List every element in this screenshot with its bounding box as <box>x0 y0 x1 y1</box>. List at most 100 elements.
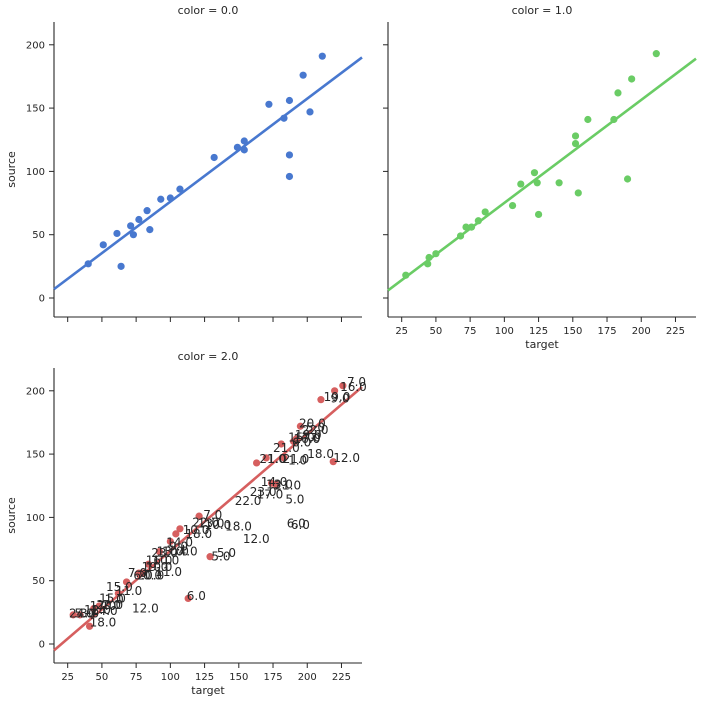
y-tick-label: 200 <box>26 386 45 397</box>
data-point <box>76 611 84 619</box>
data-point <box>285 96 294 105</box>
x-tick-label: 150 <box>229 672 248 683</box>
data-point <box>240 146 248 154</box>
point-annotation: 20.0 <box>96 598 123 612</box>
data-point <box>206 553 214 561</box>
point-annotation: 21.0 <box>283 452 310 466</box>
point-annotation: 16.0 <box>340 380 367 394</box>
point-annotation: 14.0 <box>166 536 193 550</box>
point-annotation: 22.0 <box>235 494 262 508</box>
x-tick-label: 50 <box>96 672 109 683</box>
data-point <box>555 179 563 187</box>
data-point <box>195 512 203 520</box>
y-tick-label: 50 <box>32 576 45 587</box>
y-tick-label: 0 <box>39 294 45 305</box>
regression-line <box>387 57 697 292</box>
x-tick-label: 225 <box>332 672 351 683</box>
point-annotation: 6.0 <box>287 517 306 531</box>
data-point <box>135 215 143 224</box>
x-tick-label: 25 <box>61 672 74 683</box>
point-annotation: 6.0 <box>291 518 310 532</box>
point-annotation: 10.0 <box>146 560 173 574</box>
point-annotation: 17.0 <box>257 488 284 502</box>
data-point <box>127 222 135 230</box>
data-point <box>318 52 326 60</box>
data-point <box>272 480 280 489</box>
point-annotation: 18.0 <box>307 447 334 461</box>
data-point <box>296 422 304 430</box>
x-tick-label: 175 <box>597 326 616 337</box>
data-point <box>462 223 470 231</box>
point-annotation: 5.0 <box>75 607 94 621</box>
data-point <box>474 217 482 225</box>
x-tick-label: 125 <box>529 326 548 337</box>
data-point <box>331 387 339 395</box>
x-tick-label: 225 <box>666 326 685 337</box>
point-annotation: 1.0 <box>288 453 307 467</box>
data-point <box>534 210 543 219</box>
data-point <box>610 115 618 124</box>
data-point <box>176 185 184 193</box>
point-annotation: 15.0 <box>106 580 133 594</box>
data-point <box>329 458 337 466</box>
point-annotation: 3.0 <box>80 607 99 621</box>
x-tick-label: 50 <box>430 326 443 337</box>
point-annotation: 23.0 <box>151 546 178 560</box>
regression-line <box>53 56 363 291</box>
point-annotation: 9.0 <box>169 540 188 554</box>
point-annotation: 19.0 <box>142 560 169 574</box>
data-point <box>508 201 517 210</box>
data-point <box>113 229 121 238</box>
panel-title: color = 0.0 <box>178 4 239 17</box>
point-annotation: 17.0 <box>90 599 117 613</box>
point-annotation: 15.0 <box>288 431 315 445</box>
data-point <box>574 189 582 197</box>
y-axis-label: source <box>5 151 18 188</box>
point-annotation: 13.0 <box>266 477 293 491</box>
y-tick-label: 50 <box>32 230 45 241</box>
data-point <box>139 569 147 577</box>
data-point <box>280 114 288 122</box>
data-point <box>530 169 539 177</box>
data-point <box>155 547 164 556</box>
y-tick-label: 0 <box>39 640 45 651</box>
x-tick-label: 100 <box>495 326 514 337</box>
data-point <box>157 195 165 203</box>
data-point <box>117 262 125 270</box>
point-annotation: 22.0 <box>192 515 219 529</box>
data-point <box>69 611 77 619</box>
point-annotation: 16.0 <box>146 553 173 567</box>
point-annotation: 5.0 <box>211 550 230 564</box>
data-point <box>146 226 154 234</box>
data-point <box>122 578 131 586</box>
data-point <box>481 208 489 216</box>
data-point <box>456 232 465 240</box>
data-point <box>584 115 592 124</box>
point-annotation: 18.0 <box>90 615 117 629</box>
point-annotation: 7.0 <box>128 566 147 580</box>
data-point <box>166 537 174 546</box>
point-annotation: 19.0 <box>324 390 351 404</box>
point-annotation: 1.0 <box>268 452 287 466</box>
y-tick-label: 150 <box>26 104 45 115</box>
data-point <box>571 132 580 140</box>
data-point <box>277 440 285 448</box>
point-annotation: 10.0 <box>183 523 210 537</box>
point-annotation: 24.0 <box>69 607 96 621</box>
data-point <box>184 594 192 603</box>
y-tick-label: 200 <box>26 40 45 51</box>
point-annotation: 11.0 <box>116 584 143 598</box>
point-annotation: 16.0 <box>294 432 321 446</box>
data-point <box>233 143 242 151</box>
y-tick-label: 150 <box>26 450 45 461</box>
data-point <box>265 100 273 108</box>
point-annotation: 10.0 <box>205 518 232 532</box>
data-point <box>99 241 107 249</box>
panel-title: color = 2.0 <box>178 350 239 363</box>
data-point <box>176 525 184 533</box>
data-point <box>90 604 98 613</box>
point-annotation: 6.0 <box>133 569 152 583</box>
y-tick-label: 100 <box>26 167 45 178</box>
data-point <box>614 89 622 97</box>
point-annotation: 18.0 <box>185 527 212 541</box>
